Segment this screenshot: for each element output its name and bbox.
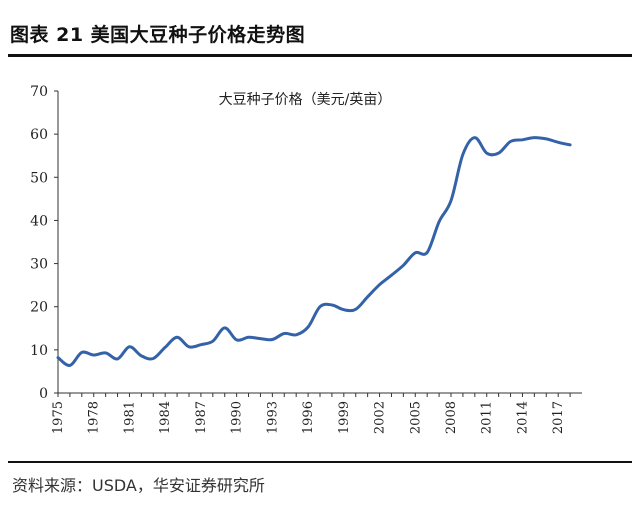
y-tick-label: 10 bbox=[30, 343, 48, 359]
title-rule bbox=[8, 54, 632, 57]
y-tick-label: 40 bbox=[30, 213, 48, 229]
source-rule bbox=[8, 461, 632, 463]
y-tick-label: 0 bbox=[39, 386, 48, 402]
x-tick-label: 2011 bbox=[480, 401, 495, 434]
y-tick-label: 50 bbox=[30, 170, 48, 186]
y-tick-label: 70 bbox=[30, 84, 48, 100]
x-tick-label: 1978 bbox=[87, 401, 102, 434]
x-tick-label: 1987 bbox=[194, 401, 209, 434]
y-tick-label: 60 bbox=[30, 127, 48, 143]
x-tick-label: 1999 bbox=[337, 401, 352, 434]
x-tick-label: 1984 bbox=[158, 401, 173, 434]
source-note: 资料来源：USDA，华安证券研究所 bbox=[12, 476, 265, 495]
x-tick-label: 2014 bbox=[515, 401, 530, 434]
x-tick-label: 1981 bbox=[122, 401, 137, 434]
series-line bbox=[56, 136, 572, 367]
x-tick-label: 1975 bbox=[51, 401, 66, 434]
chart-plot-area bbox=[56, 136, 572, 367]
x-tick-label: 1990 bbox=[230, 401, 245, 434]
x-tick-label: 2005 bbox=[408, 401, 423, 434]
x-tick-label: 1993 bbox=[265, 401, 280, 434]
y-tick-label: 20 bbox=[30, 300, 48, 316]
chart-axes: 0 10 20 30 40 50 60 70 1975 1978 1981 1984 1987 1990 1… bbox=[30, 84, 582, 434]
x-tick-label: 1996 bbox=[301, 401, 316, 434]
chart-title: 大豆种子价格（美元/英亩） bbox=[219, 91, 392, 108]
figure-title: 图表 21 美国大豆种子价格走势图 bbox=[10, 24, 306, 46]
line-chart: 0 10 20 30 40 50 60 70 1975 1978 1981 1984 1987 1990 1… bbox=[30, 84, 582, 434]
x-tick-label: 2002 bbox=[373, 401, 388, 434]
x-tick-label: 2008 bbox=[444, 401, 459, 434]
y-tick-label: 30 bbox=[30, 257, 48, 273]
x-tick-label: 2017 bbox=[551, 401, 566, 434]
